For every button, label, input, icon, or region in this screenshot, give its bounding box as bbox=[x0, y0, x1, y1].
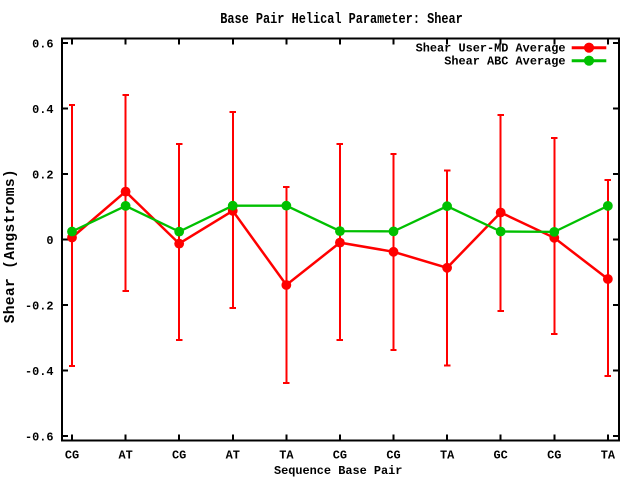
svg-text:GC: GC bbox=[494, 449, 508, 463]
svg-text:Shear User-MD Average: Shear User-MD Average bbox=[416, 42, 566, 56]
svg-text:CG: CG bbox=[386, 449, 400, 463]
svg-text:0: 0 bbox=[46, 234, 53, 248]
svg-text:TA: TA bbox=[440, 449, 455, 463]
svg-text:-0.2: -0.2 bbox=[25, 299, 54, 313]
svg-text:AT: AT bbox=[226, 449, 240, 463]
svg-text:Shear ABC Average: Shear ABC Average bbox=[444, 55, 565, 69]
svg-text:Shear (Angstroms): Shear (Angstroms) bbox=[3, 169, 19, 323]
svg-text:CG: CG bbox=[547, 449, 561, 463]
svg-text:TA: TA bbox=[279, 449, 294, 463]
svg-text:CG: CG bbox=[333, 449, 347, 463]
svg-text:-0.4: -0.4 bbox=[25, 365, 54, 379]
svg-text:AT: AT bbox=[118, 449, 132, 463]
svg-text:Sequence Base Pair: Sequence Base Pair bbox=[274, 464, 402, 478]
svg-text:TA: TA bbox=[601, 449, 616, 463]
svg-text:0.4: 0.4 bbox=[32, 103, 53, 117]
svg-text:Base Pair Helical Parameter: S: Base Pair Helical Parameter: Shear bbox=[220, 12, 463, 29]
svg-text:CG: CG bbox=[65, 449, 79, 463]
svg-text:0.2: 0.2 bbox=[32, 169, 53, 183]
svg-text:-0.6: -0.6 bbox=[25, 430, 54, 444]
svg-text:0.6: 0.6 bbox=[32, 38, 53, 52]
svg-text:CG: CG bbox=[172, 449, 186, 463]
